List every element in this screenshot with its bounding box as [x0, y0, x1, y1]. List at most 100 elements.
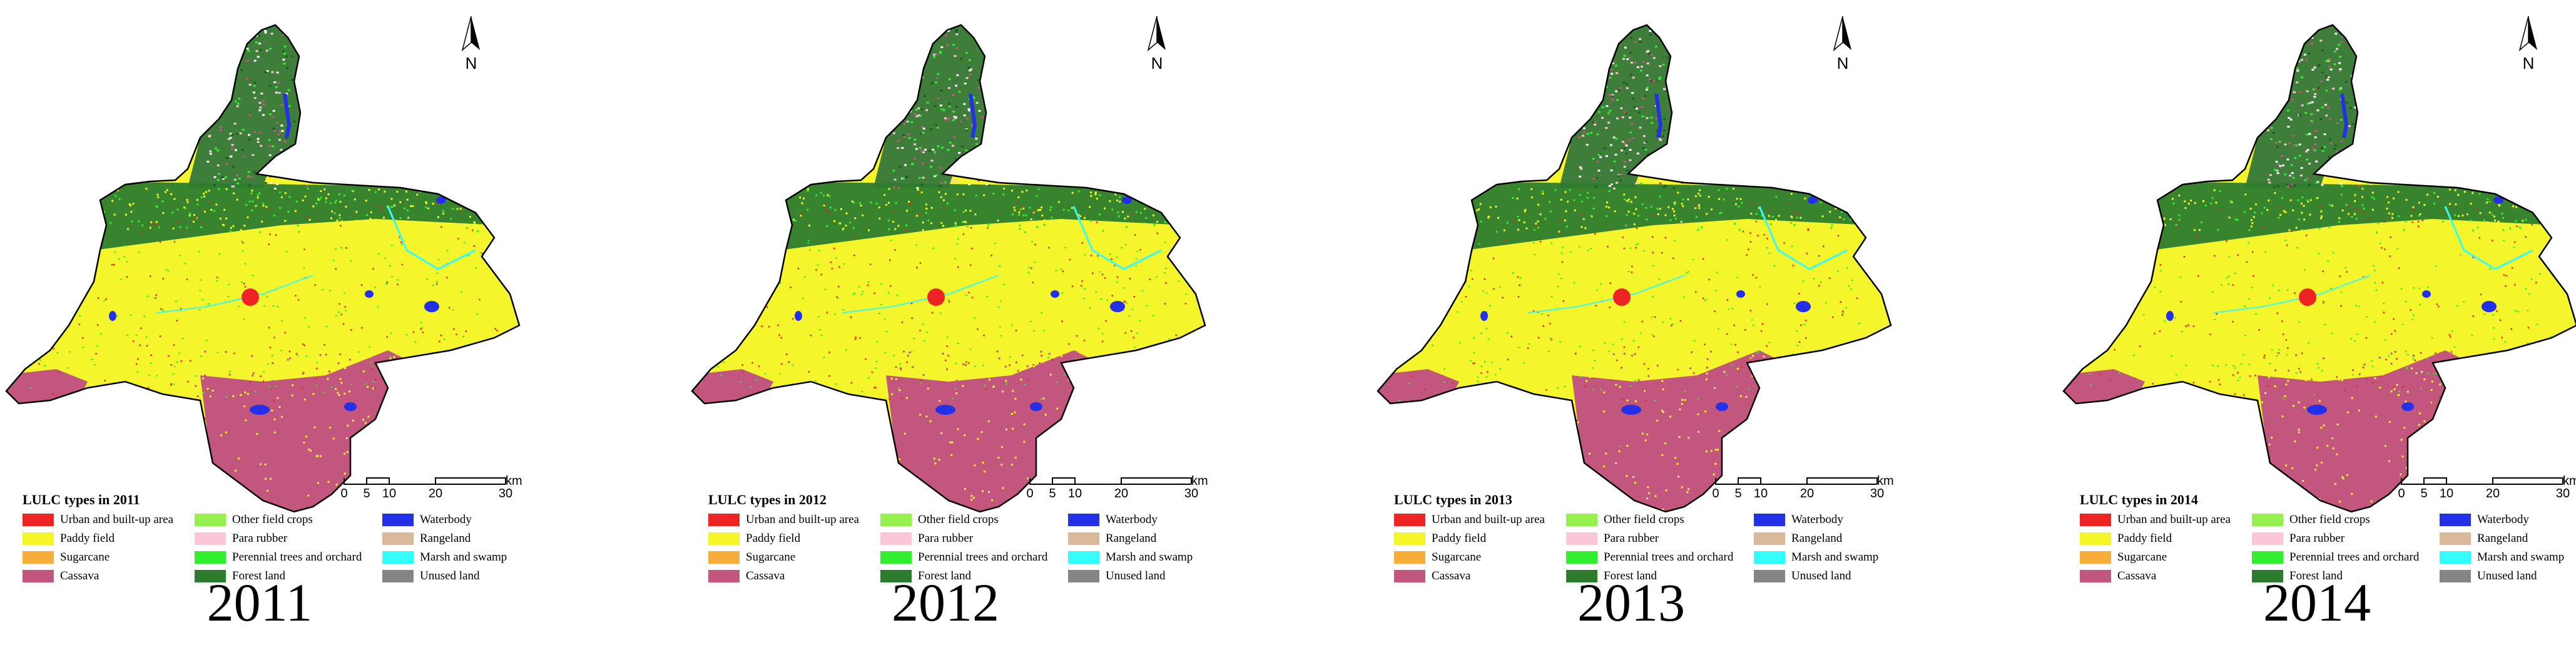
legend-swatch: [880, 532, 912, 545]
legend-label: Unused land: [1791, 569, 1851, 582]
legend-swatch: [382, 514, 414, 526]
legend-item: Paddy field: [1394, 531, 1566, 547]
legend-title: LULC types in 2012: [708, 492, 827, 507]
legend-item: Para rubber: [880, 531, 1068, 547]
year-caption: 2014: [2263, 572, 2371, 632]
legend-item: Rangeland: [1754, 531, 1917, 547]
legend-label: Rangeland: [1106, 532, 1157, 545]
legend-title: LULC types in 2011: [23, 492, 140, 507]
legend-item: Marsh and swamp: [2440, 549, 2576, 566]
legend-swatch: [880, 551, 912, 564]
legend-swatch: [1068, 532, 1099, 545]
legend-item: Para rubber: [1566, 531, 1754, 547]
legend-label: Forest land: [2289, 569, 2343, 582]
legend-label: Paddy field: [1432, 532, 1487, 545]
scale-bar: 0 5 10 20 30 km: [1024, 474, 1218, 513]
legend-item: Forest land: [1566, 568, 1754, 584]
legend-item: Waterbody: [1754, 512, 1917, 528]
legend-swatch: [1068, 514, 1099, 526]
legend-item: Perennial trees and orchard: [880, 549, 1068, 566]
scale-tick-label: 5: [363, 487, 370, 500]
lulc-map: [1377, 24, 1892, 513]
legend-label: Forest land: [232, 569, 285, 582]
legend-swatch: [23, 532, 54, 545]
legend-item: Sugarcane: [2080, 549, 2252, 566]
legend-label: Para rubber: [2289, 532, 2345, 545]
legend-label: Other field crops: [918, 513, 999, 526]
legend-label: Other field crops: [1604, 513, 1684, 526]
scale-tick-label: 0: [1712, 487, 1719, 500]
legend-item: Forest land: [880, 568, 1068, 584]
scale-tick-label: 20: [428, 487, 443, 500]
legend-item: Marsh and swamp: [1754, 549, 1917, 566]
legend-label: Sugarcane: [746, 551, 796, 564]
legend-swatch: [23, 551, 54, 564]
north-label: N: [465, 54, 477, 73]
scale-tick-label: 10: [1067, 487, 1082, 500]
legend-item: Unused land: [1068, 568, 1231, 584]
legend-item: Cassava: [2080, 568, 2252, 584]
legend-swatch: [708, 532, 740, 545]
year-caption: 2013: [1577, 572, 1685, 632]
legend-item: Rangeland: [1068, 531, 1231, 547]
lulc-map: [5, 24, 521, 513]
legend-item: Other field crops: [2252, 512, 2440, 528]
lulc-map: [691, 24, 1206, 513]
legend-label: Waterbody: [2477, 513, 2529, 526]
scale-tick-label: 30: [1184, 487, 1199, 500]
legend-label: Waterbody: [1106, 513, 1158, 526]
legend-item: Sugarcane: [1394, 549, 1566, 566]
legend: LULC types in 2014 Urban and built-up are…: [2080, 492, 2576, 584]
legend-label: Cassava: [60, 569, 99, 582]
legend-item: Other field crops: [195, 512, 382, 528]
legend-label: Unused land: [1106, 569, 1166, 582]
scale-tick-label: 30: [498, 487, 513, 500]
legend-item: Sugarcane: [23, 549, 195, 566]
legend-swatch: [2440, 532, 2471, 545]
legend-swatch: [1394, 514, 1425, 526]
scale-bar: 0 5 10 20 30 km: [1709, 474, 1903, 513]
scale-unit: km: [2563, 474, 2576, 488]
legend-item: Paddy field: [23, 531, 195, 547]
legend-swatch: [880, 514, 912, 526]
legend-item: Para rubber: [2252, 531, 2440, 547]
scale-tick-label: 5: [1049, 487, 1056, 500]
legend-label: Sugarcane: [60, 551, 110, 564]
legend-item: Paddy field: [2080, 531, 2252, 547]
legend-item: Urban and built-up area: [2080, 512, 2252, 528]
legend-swatch: [23, 514, 54, 526]
legend-label: Unused land: [420, 569, 480, 582]
legend-label: Urban and built-up area: [60, 513, 173, 526]
legend-swatch: [195, 514, 226, 526]
legend-swatch: [2252, 551, 2283, 564]
legend-label: Waterbody: [420, 513, 472, 526]
scale-tick-label: 20: [2485, 487, 2500, 500]
legend-swatch: [195, 532, 226, 545]
legend-label: Rangeland: [1791, 532, 1843, 545]
legend-label: Waterbody: [1791, 513, 1843, 526]
legend-swatch: [1566, 514, 1597, 526]
legend-swatch: [2252, 514, 2283, 526]
legend-item: Perennial trees and orchard: [1566, 549, 1754, 566]
map-panel-2013: N 0 5 10 20 30 km LULC types in 2013 Urban and b…: [1372, 0, 2015, 645]
legend-label: Cassava: [746, 569, 785, 582]
legend-item: Marsh and swamp: [1068, 549, 1231, 566]
scale-tick-label: 10: [1753, 487, 1768, 500]
legend-item: Sugarcane: [708, 549, 880, 566]
legend-item: Para rubber: [195, 531, 382, 547]
legend-swatch: [2252, 532, 2283, 545]
legend-swatch: [1754, 551, 1785, 564]
legend-item: Waterbody: [1068, 512, 1231, 528]
legend-swatch: [1394, 551, 1425, 564]
year-caption: 2011: [206, 572, 313, 632]
scale-tick-label: 5: [2420, 487, 2428, 500]
legend-swatch: [1754, 514, 1785, 526]
legend-swatch: [1068, 570, 1099, 582]
north-label: N: [1836, 54, 1849, 73]
legend-swatch: [1566, 570, 1597, 582]
legend-label: Marsh and swamp: [1106, 551, 1193, 564]
legend-item: Urban and built-up area: [708, 512, 880, 528]
legend-title: LULC types in 2013: [1394, 492, 1512, 507]
scale-tick-label: 5: [1734, 487, 1742, 500]
legend-label: Para rubber: [1604, 532, 1659, 545]
